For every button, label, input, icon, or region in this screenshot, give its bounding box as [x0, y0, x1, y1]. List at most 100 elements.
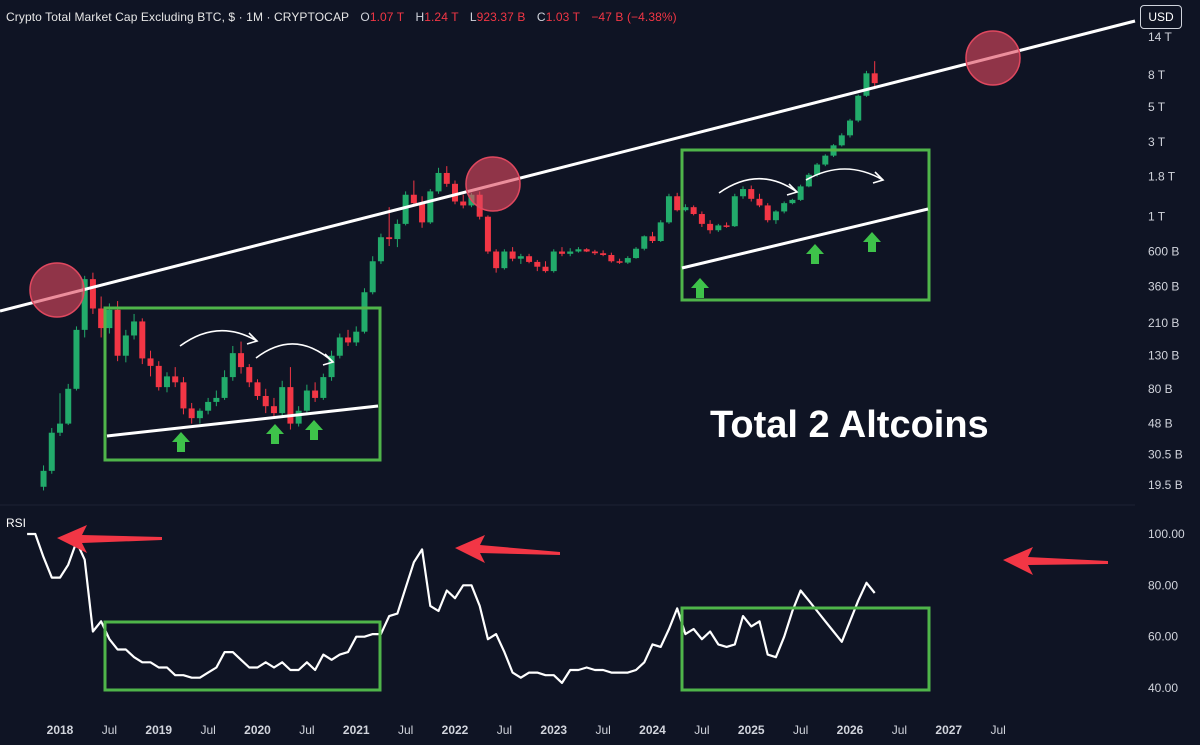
- accumulation-box: [680, 148, 931, 302]
- price-axis-label: 19.5 B: [1148, 478, 1183, 492]
- candle: [369, 256, 376, 295]
- time-axis-label: Jul: [694, 723, 709, 737]
- candle-body: [772, 211, 779, 221]
- candle-body: [534, 261, 541, 267]
- candle: [131, 313, 138, 340]
- candle: [633, 247, 640, 259]
- candle-body: [57, 423, 63, 433]
- candle: [328, 350, 335, 381]
- candle-body: [73, 329, 80, 389]
- rsi-axis-label: 60.00: [1148, 630, 1178, 644]
- candle-body: [443, 172, 450, 184]
- time-axis-label: Jul: [102, 723, 117, 737]
- candle: [65, 383, 72, 426]
- candle-body: [369, 261, 376, 293]
- price-axis-label: 48 B: [1148, 417, 1173, 431]
- price-axis-label: 5 T: [1148, 100, 1166, 114]
- close-value: 1.03 T: [545, 10, 580, 24]
- candle-body: [698, 214, 705, 224]
- candle-body: [336, 337, 343, 356]
- curved-arrow: [718, 177, 798, 194]
- candle: [707, 220, 714, 234]
- candle-body: [361, 292, 368, 332]
- curved-arrow-head: [322, 353, 335, 366]
- candle-body: [493, 251, 500, 269]
- candle-body: [641, 236, 648, 249]
- candle-body: [221, 377, 228, 398]
- candle-body: [163, 376, 170, 388]
- candle-body: [353, 331, 360, 343]
- candle-body: [205, 401, 212, 411]
- candle-body: [65, 388, 72, 424]
- candle: [213, 390, 220, 407]
- candle: [624, 256, 631, 264]
- candle: [657, 220, 664, 242]
- candle: [345, 329, 352, 346]
- support-line: [681, 207, 929, 270]
- candle-body: [657, 222, 664, 242]
- touch-circle: [465, 156, 521, 212]
- candle: [270, 397, 277, 419]
- candle: [386, 207, 393, 247]
- time-axis-label: Jul: [299, 723, 314, 737]
- candle: [740, 186, 747, 199]
- candle: [73, 326, 80, 391]
- candle: [427, 189, 434, 224]
- red-arrow: [57, 525, 162, 553]
- candle-body: [797, 186, 804, 200]
- candle-body: [517, 256, 524, 259]
- candle-body: [262, 395, 269, 407]
- time-axis-label: Jul: [595, 723, 610, 737]
- curved-arrow-head: [246, 332, 259, 345]
- candle: [312, 382, 319, 402]
- candle: [608, 252, 615, 263]
- candle: [567, 248, 574, 257]
- rsi-box: [103, 620, 382, 692]
- time-axis-label: Jul: [892, 723, 907, 737]
- candle: [221, 370, 228, 400]
- annotation-title: Total 2 Altcoins: [710, 404, 989, 446]
- price-axis-label: 360 B: [1148, 279, 1179, 293]
- price-axis-label: 8 T: [1148, 68, 1166, 82]
- candle-body: [386, 237, 393, 240]
- candle: [279, 380, 286, 416]
- time-axis-label: 2024: [639, 723, 666, 737]
- candle: [526, 253, 533, 264]
- candle: [98, 296, 105, 338]
- candle-body: [550, 251, 557, 272]
- candle-body: [279, 387, 286, 414]
- candle-body: [863, 73, 870, 96]
- time-axis-label: Jul: [497, 723, 512, 737]
- candle-body: [509, 251, 516, 259]
- candle: [855, 94, 862, 123]
- candle-body: [558, 251, 565, 254]
- time-axis-label: 2022: [442, 723, 469, 737]
- curved-arrow-head: [786, 183, 799, 196]
- candle: [295, 406, 302, 427]
- candle: [822, 154, 829, 167]
- candle: [452, 180, 458, 205]
- candle-body: [303, 390, 310, 411]
- candle: [748, 185, 755, 202]
- rsi-axis-label: 100.00: [1148, 527, 1185, 541]
- candle: [698, 211, 705, 227]
- candle: [377, 233, 384, 264]
- candle: [238, 341, 245, 374]
- curved-arrow: [179, 329, 258, 347]
- time-axis-label: 2021: [343, 723, 370, 737]
- candle-body: [155, 365, 162, 388]
- candle: [460, 194, 467, 209]
- currency-button[interactable]: USD: [1140, 5, 1182, 29]
- candle: [575, 247, 582, 253]
- price-axis-label: 3 T: [1148, 135, 1166, 149]
- candle-body: [501, 251, 508, 269]
- touch-circle: [29, 262, 85, 318]
- candle-body: [781, 203, 788, 212]
- candle: [723, 222, 730, 228]
- candle: [756, 193, 763, 208]
- candle-body: [419, 203, 426, 223]
- candle-body: [287, 387, 294, 424]
- candle-body: [188, 408, 195, 419]
- candle-body: [460, 201, 467, 206]
